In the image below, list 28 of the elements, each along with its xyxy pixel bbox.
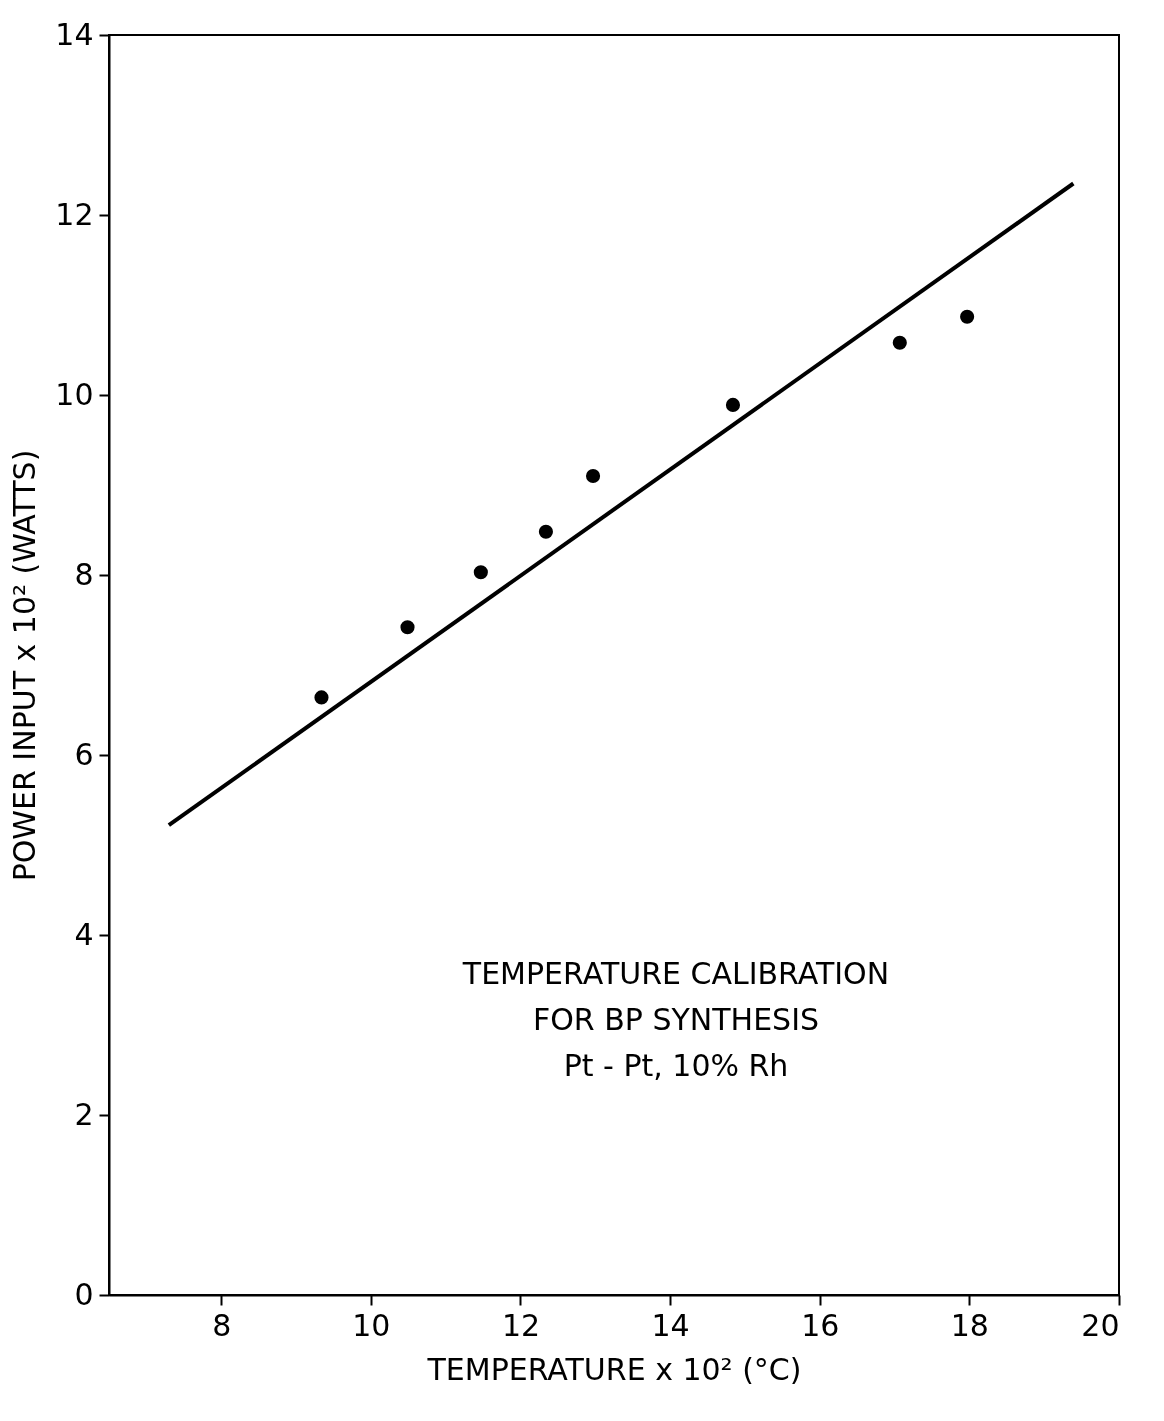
- y-tick-label: 12: [55, 196, 94, 232]
- point: [538, 524, 553, 539]
- point: [892, 335, 907, 350]
- x-tick-label: 20: [1081, 1307, 1120, 1343]
- y-tick-label: 8: [74, 556, 94, 592]
- point: [400, 620, 415, 635]
- annotation: Pt - Pt, 10% Rh: [563, 1048, 789, 1083]
- x-tick-label: 8: [212, 1307, 232, 1343]
- point: [314, 690, 329, 705]
- x-tick-label: 18: [950, 1307, 989, 1343]
- y-tick-label: 0: [74, 1276, 94, 1312]
- point: [473, 565, 488, 580]
- x-tick-label: 10: [352, 1307, 391, 1343]
- x-tick-label: 14: [651, 1307, 690, 1343]
- x-tick-label: 16: [801, 1307, 840, 1343]
- y-tick-label: 2: [74, 1096, 94, 1132]
- y-tick-label: 10: [55, 376, 94, 412]
- y-axis-title: POWER INPUT x 10² (WATTS): [7, 449, 43, 882]
- point: [585, 468, 601, 484]
- annotation: FOR BP SYNTHESIS: [532, 1002, 820, 1037]
- annotation: TEMPERATURE CALIBRATION: [461, 956, 890, 991]
- point: [960, 309, 975, 324]
- point: [725, 397, 741, 412]
- x-tick-label: 12: [501, 1307, 541, 1343]
- x-axis-title: TEMPERATURE x 10² (°C): [426, 1351, 802, 1387]
- y-tick-label: 14: [55, 16, 94, 52]
- y-tick-label: 4: [74, 916, 94, 952]
- y-tick-label: 6: [74, 736, 94, 772]
